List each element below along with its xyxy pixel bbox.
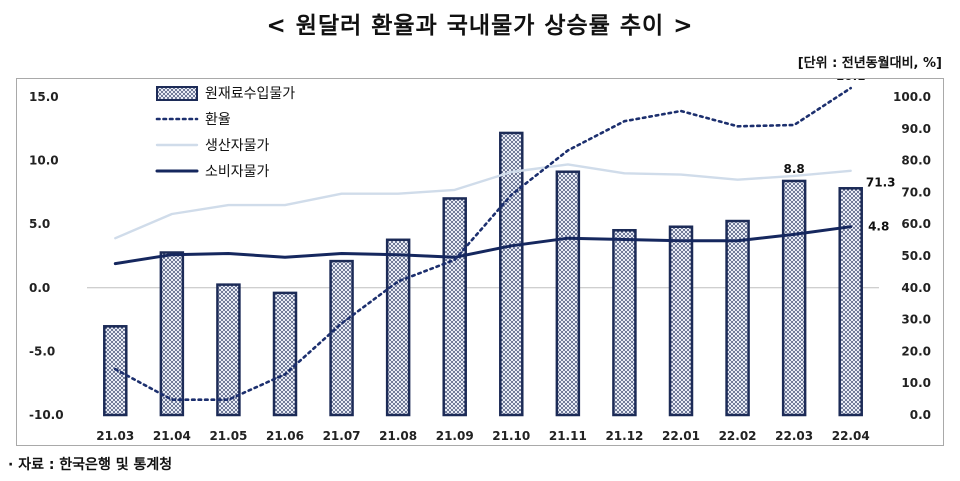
bar-raw-material-import-price	[668, 225, 694, 417]
x-axis-tick: 21.10	[492, 429, 530, 443]
legend-label: 환율	[205, 112, 231, 128]
right-axis-tick: 0.0	[910, 408, 931, 422]
bar-raw-material-import-price	[781, 179, 807, 417]
chart-svg: 15.0 10.0 5.0 0.0 -5.0 -10.0 100.0 90.0 80.0 70.0…	[29, 79, 931, 443]
left-axis-tick: 0.0	[29, 281, 50, 295]
bar-raw-material-import-price	[838, 187, 863, 417]
x-axis-tick: 22.04	[832, 429, 870, 443]
chart-frame: 15.0 10.0 5.0 0.0 -5.0 -10.0 100.0 90.0 80.0 70.0…	[16, 78, 944, 446]
x-axis-tick: 21.03	[96, 429, 134, 443]
bar-raw-material-import-price	[442, 197, 467, 417]
right-axis-tick: 40.0	[901, 281, 931, 295]
x-axis-tick: 22.01	[662, 429, 700, 443]
bar-raw-material-import-price	[385, 238, 411, 417]
right-axis-tick: 90.0	[901, 122, 931, 136]
x-axis-tick: 21.12	[605, 429, 643, 443]
bar-raw-material-import-price	[555, 170, 581, 417]
unit-note: [단위 : 전년동월대비, %]	[797, 56, 942, 71]
source-note: · 자료 : 한국은행 및 통계청	[8, 457, 173, 473]
legend-label: 소비자물가	[205, 164, 270, 180]
x-axis-tick: 21.05	[209, 429, 247, 443]
right-axis-tick: 80.0	[901, 154, 931, 168]
legend-label: 원재료수입물가	[205, 86, 295, 102]
line-consumer-price	[113, 225, 853, 266]
right-axis-tick: 50.0	[901, 249, 931, 263]
data-label: 10.1	[836, 79, 866, 83]
left-axis-tick: 15.0	[29, 90, 59, 104]
right-axis-tick: 60.0	[901, 217, 931, 231]
left-axis-tick: -5.0	[29, 344, 55, 358]
x-axis-tick: 21.04	[153, 429, 191, 443]
bar-raw-material-import-price	[329, 259, 354, 417]
right-axis-tick: 30.0	[901, 313, 931, 327]
bar-raw-material-import-price	[499, 131, 524, 417]
x-axis-tick: 21.07	[323, 429, 361, 443]
data-label: 8.8	[784, 162, 805, 176]
x-axis-tick: 21.09	[436, 429, 474, 443]
x-axis-tick: 21.06	[266, 429, 304, 443]
right-axis-tick: 70.0	[901, 185, 931, 199]
x-axis-tick: 22.03	[775, 429, 813, 443]
left-axis-tick: 5.0	[29, 217, 50, 231]
bar-raw-material-import-price	[272, 291, 298, 417]
legend-swatch-bar	[156, 86, 198, 101]
x-axis-tick: 21.08	[379, 429, 417, 443]
bar-raw-material-import-price	[612, 228, 637, 417]
x-axis-tick: 22.02	[719, 429, 757, 443]
right-axis-tick: 10.0	[901, 376, 931, 390]
x-axis-tick: 21.11	[549, 429, 587, 443]
bar-raw-material-import-price	[159, 251, 185, 417]
left-axis-tick: -10.0	[29, 408, 64, 422]
right-axis-tick: 20.0	[901, 344, 931, 358]
bar-raw-material-import-price	[725, 219, 750, 417]
line-producer-price	[114, 163, 852, 240]
right-axis-tick: 100.0	[893, 90, 931, 104]
data-label: 71.3	[866, 175, 896, 189]
chart-title: < 원달러 환율과 국내물가 상승률 추이 >	[266, 13, 694, 39]
line-exchange-rate	[114, 86, 853, 402]
left-axis-tick: 10.0	[29, 154, 59, 168]
data-label: 4.8	[868, 220, 889, 234]
legend-label: 생산자물가	[205, 138, 270, 154]
bar-raw-material-import-price	[216, 283, 241, 417]
